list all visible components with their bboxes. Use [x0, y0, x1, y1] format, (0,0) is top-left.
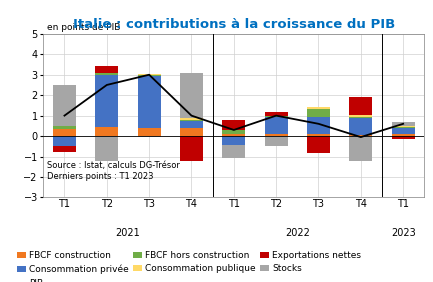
Bar — [138, 136, 161, 137]
Bar — [265, 112, 288, 116]
Bar — [265, 134, 288, 136]
Bar — [307, 117, 330, 134]
Bar — [180, 120, 203, 121]
Bar — [138, 74, 161, 75]
Bar — [307, 107, 330, 109]
Bar — [222, 130, 246, 134]
Bar — [95, 127, 119, 136]
Bar — [391, 127, 415, 128]
Bar — [391, 128, 415, 134]
Bar — [349, 114, 372, 117]
Bar — [53, 126, 76, 129]
Bar — [307, 134, 330, 136]
Bar — [95, 75, 119, 127]
Bar — [180, 118, 203, 120]
Bar — [95, 65, 119, 73]
Text: en points de PIB: en points de PIB — [47, 23, 120, 32]
Bar — [53, 146, 76, 153]
Bar — [222, 120, 246, 130]
Bar — [180, 121, 203, 128]
Bar — [222, 134, 246, 136]
Bar — [53, 136, 76, 146]
Bar — [222, 145, 246, 158]
Text: Source : Istat, calculs DG-Trésor
Derniers points : T1 2023: Source : Istat, calculs DG-Trésor Dernie… — [47, 161, 180, 181]
Bar — [222, 136, 246, 145]
Title: Italie : contributions à la croissance du PIB: Italie : contributions à la croissance d… — [73, 18, 395, 31]
Bar — [138, 76, 161, 128]
Bar — [349, 97, 372, 114]
Bar — [307, 109, 330, 117]
Bar — [53, 129, 76, 136]
Bar — [138, 128, 161, 136]
Bar — [391, 136, 415, 139]
Bar — [349, 136, 372, 161]
Bar — [180, 136, 203, 161]
Bar — [349, 118, 372, 135]
Bar — [265, 116, 288, 117]
Legend: PIB: PIB — [17, 279, 43, 282]
Bar — [391, 134, 415, 136]
Bar — [391, 126, 415, 127]
Bar — [138, 75, 161, 76]
Bar — [180, 128, 203, 136]
Bar — [307, 136, 330, 153]
Bar — [349, 135, 372, 136]
Bar — [265, 117, 288, 134]
Bar — [95, 136, 119, 161]
Text: 2022: 2022 — [285, 228, 310, 238]
Bar — [391, 122, 415, 126]
Bar — [349, 117, 372, 118]
Bar — [95, 73, 119, 75]
Text: 2021: 2021 — [116, 228, 140, 238]
Bar — [265, 136, 288, 146]
Bar — [53, 85, 76, 126]
Text: 2023: 2023 — [391, 228, 416, 238]
Bar — [180, 73, 203, 118]
